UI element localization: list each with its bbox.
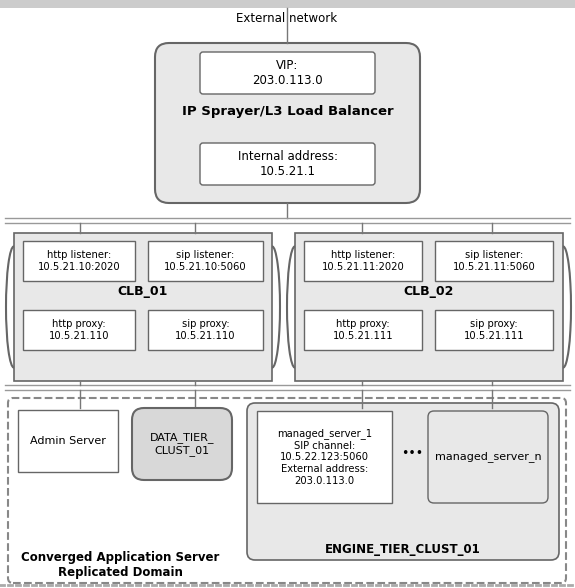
Bar bbox=[0, 0, 575, 8]
Bar bbox=[23, 310, 135, 350]
Text: sip listener:
10.5.21.10:5060: sip listener: 10.5.21.10:5060 bbox=[164, 250, 247, 272]
Bar bbox=[435, 241, 553, 281]
Bar bbox=[23, 241, 135, 281]
Bar bbox=[295, 233, 563, 381]
Text: Internal address:
10.5.21.1: Internal address: 10.5.21.1 bbox=[237, 150, 338, 178]
Bar bbox=[148, 241, 263, 281]
Text: IP Sprayer/L3 Load Balancer: IP Sprayer/L3 Load Balancer bbox=[182, 105, 393, 118]
Text: CLB_01: CLB_01 bbox=[118, 285, 168, 298]
Bar bbox=[18, 410, 118, 472]
Text: ENGINE_TIER_CLUST_01: ENGINE_TIER_CLUST_01 bbox=[325, 543, 481, 556]
Text: VIP:
203.0.113.0: VIP: 203.0.113.0 bbox=[252, 59, 323, 87]
FancyBboxPatch shape bbox=[155, 43, 420, 203]
Text: CLB_02: CLB_02 bbox=[404, 285, 454, 298]
Text: managed_server_n: managed_server_n bbox=[435, 452, 541, 462]
Bar bbox=[304, 310, 422, 350]
Text: External network: External network bbox=[236, 12, 338, 25]
FancyBboxPatch shape bbox=[200, 143, 375, 185]
FancyBboxPatch shape bbox=[247, 403, 559, 560]
Text: DATA_TIER_
CLUST_01: DATA_TIER_ CLUST_01 bbox=[150, 432, 214, 456]
FancyBboxPatch shape bbox=[200, 52, 375, 94]
FancyBboxPatch shape bbox=[428, 411, 548, 503]
Text: sip proxy:
10.5.21.111: sip proxy: 10.5.21.111 bbox=[463, 319, 524, 341]
Bar bbox=[148, 310, 263, 350]
Text: sip proxy:
10.5.21.110: sip proxy: 10.5.21.110 bbox=[175, 319, 236, 341]
FancyBboxPatch shape bbox=[8, 398, 566, 583]
Bar bbox=[257, 411, 392, 503]
Text: http proxy:
10.5.21.110: http proxy: 10.5.21.110 bbox=[49, 319, 109, 341]
Text: http listener:
10.5.21.11:2020: http listener: 10.5.21.11:2020 bbox=[321, 250, 404, 272]
FancyBboxPatch shape bbox=[132, 408, 232, 480]
Text: managed_server_1
SIP channel:
10.5.22.123:5060
External address:
203.0.113.0: managed_server_1 SIP channel: 10.5.22.12… bbox=[277, 428, 372, 486]
Text: •••: ••• bbox=[401, 446, 423, 459]
Bar bbox=[304, 241, 422, 281]
Text: Converged Application Server
Replicated Domain: Converged Application Server Replicated … bbox=[21, 551, 219, 579]
Text: sip listener:
10.5.21.11:5060: sip listener: 10.5.21.11:5060 bbox=[453, 250, 535, 272]
Text: http proxy:
10.5.21.111: http proxy: 10.5.21.111 bbox=[333, 319, 393, 341]
Text: http listener:
10.5.21.10:2020: http listener: 10.5.21.10:2020 bbox=[38, 250, 120, 272]
Bar bbox=[435, 310, 553, 350]
Text: Admin Server: Admin Server bbox=[30, 436, 106, 446]
Bar bbox=[14, 233, 272, 381]
